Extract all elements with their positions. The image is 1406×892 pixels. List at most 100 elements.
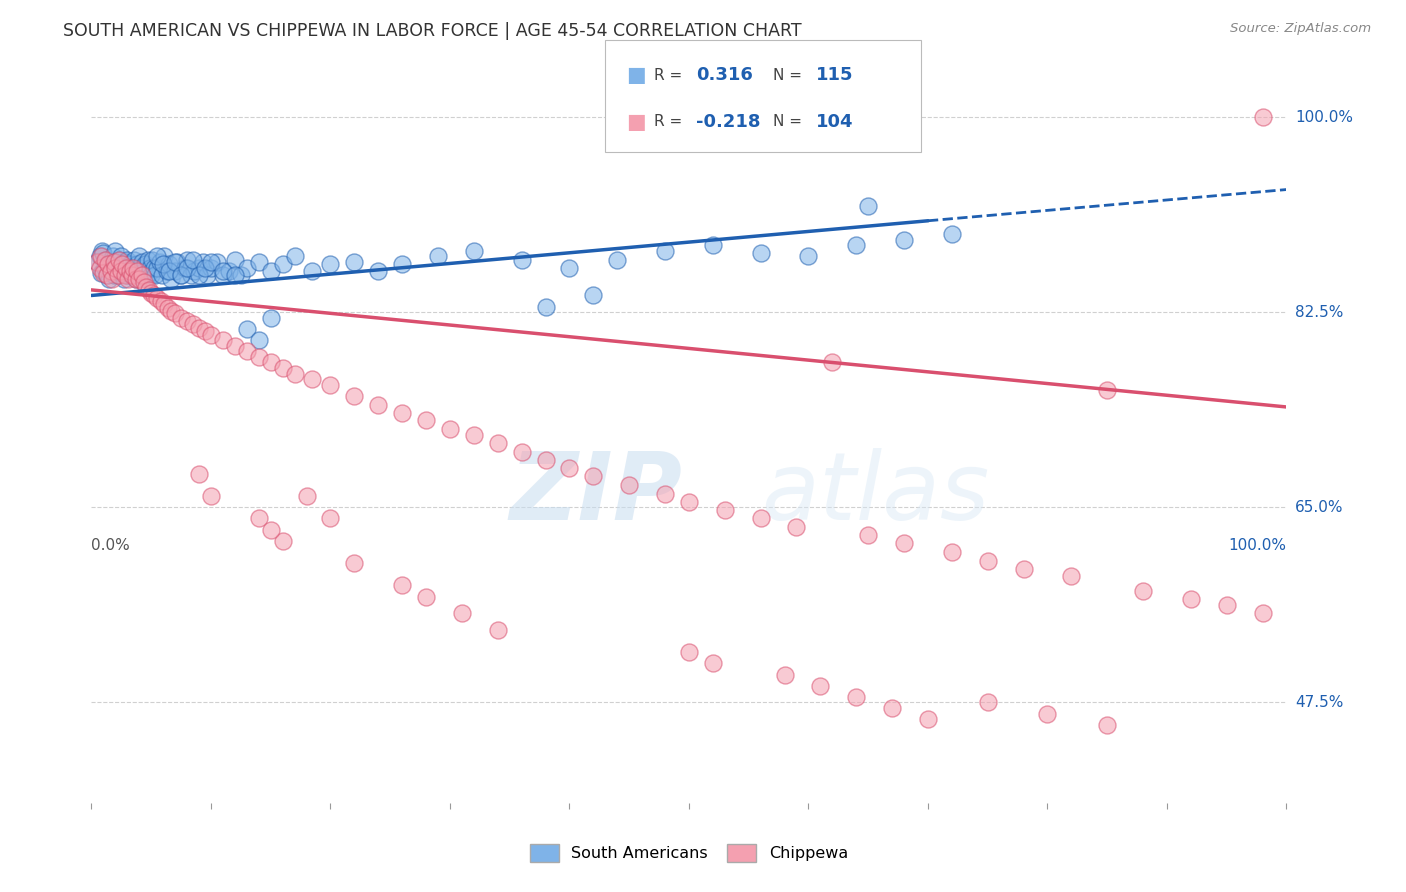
Point	[271, 257, 294, 271]
Point	[845, 238, 868, 252]
Point	[90, 266, 112, 280]
Point	[319, 511, 342, 525]
Point	[138, 283, 160, 297]
Point	[141, 286, 162, 301]
Point	[100, 264, 122, 278]
Point	[141, 268, 162, 283]
Point	[93, 252, 115, 267]
Point	[153, 249, 176, 264]
Point	[187, 260, 211, 275]
Point	[259, 310, 281, 325]
Point	[224, 252, 246, 267]
Point	[821, 355, 844, 369]
Text: R =: R =	[654, 68, 682, 83]
Point	[367, 398, 389, 412]
Point	[235, 344, 259, 359]
Point	[149, 293, 172, 308]
Point	[194, 260, 217, 275]
Point	[170, 268, 193, 283]
Point	[103, 268, 125, 283]
Point	[211, 333, 233, 347]
Point	[194, 324, 217, 338]
Point	[97, 257, 120, 271]
Point	[200, 260, 222, 275]
Point	[235, 322, 259, 336]
Point	[91, 244, 114, 258]
Point	[128, 268, 150, 283]
Point	[941, 545, 963, 559]
Point	[170, 268, 193, 283]
Point	[96, 268, 118, 283]
Point	[117, 264, 139, 278]
Text: 47.5%: 47.5%	[1295, 695, 1343, 710]
Point	[146, 291, 169, 305]
Point	[94, 252, 117, 267]
Point	[259, 264, 281, 278]
Text: 100.0%: 100.0%	[1295, 110, 1353, 125]
Point	[463, 428, 485, 442]
Point	[1036, 706, 1059, 721]
Point	[426, 249, 449, 264]
Point	[176, 260, 198, 275]
Point	[582, 288, 605, 302]
Point	[893, 233, 915, 247]
Point	[181, 318, 204, 332]
Point	[343, 255, 366, 269]
Point	[104, 260, 127, 275]
Point	[247, 350, 270, 364]
Point	[156, 301, 179, 315]
Point	[121, 260, 143, 275]
Point	[122, 260, 145, 275]
Text: 100.0%: 100.0%	[1229, 538, 1286, 553]
Point	[1132, 584, 1154, 599]
Point	[259, 523, 281, 537]
Point	[619, 478, 641, 492]
Point	[89, 249, 111, 264]
Point	[785, 520, 807, 534]
Point	[89, 260, 111, 275]
Point	[271, 533, 294, 548]
Text: -0.218: -0.218	[696, 112, 761, 130]
Point	[319, 257, 342, 271]
Point	[100, 255, 122, 269]
Point	[301, 264, 323, 278]
Point	[139, 260, 162, 275]
Point	[510, 444, 533, 458]
Point	[224, 268, 246, 283]
Point	[856, 528, 880, 542]
Point	[90, 249, 112, 264]
Point	[1097, 717, 1119, 731]
Point	[415, 590, 437, 604]
Point	[367, 264, 389, 278]
Point	[200, 489, 222, 503]
Point	[200, 327, 222, 342]
Point	[163, 264, 186, 278]
Point	[93, 260, 115, 275]
Point	[1012, 562, 1035, 576]
Point	[1251, 110, 1274, 124]
Point	[702, 238, 724, 252]
Point	[108, 260, 131, 275]
Text: N =: N =	[773, 114, 803, 129]
Point	[111, 257, 134, 271]
Point	[132, 264, 155, 278]
Point	[131, 268, 153, 283]
Point	[259, 355, 281, 369]
Point	[176, 252, 198, 267]
Point	[122, 266, 145, 280]
Point	[108, 252, 131, 267]
Point	[463, 244, 485, 258]
Point	[176, 314, 198, 328]
Point	[157, 257, 180, 271]
Point	[108, 252, 131, 267]
Point	[157, 264, 180, 278]
Point	[187, 467, 211, 481]
Point	[301, 372, 323, 386]
Point	[247, 511, 270, 525]
Point	[856, 199, 880, 213]
Point	[510, 252, 533, 267]
Point	[235, 260, 259, 275]
Point	[187, 320, 211, 334]
Point	[845, 690, 868, 704]
Point	[450, 607, 472, 621]
